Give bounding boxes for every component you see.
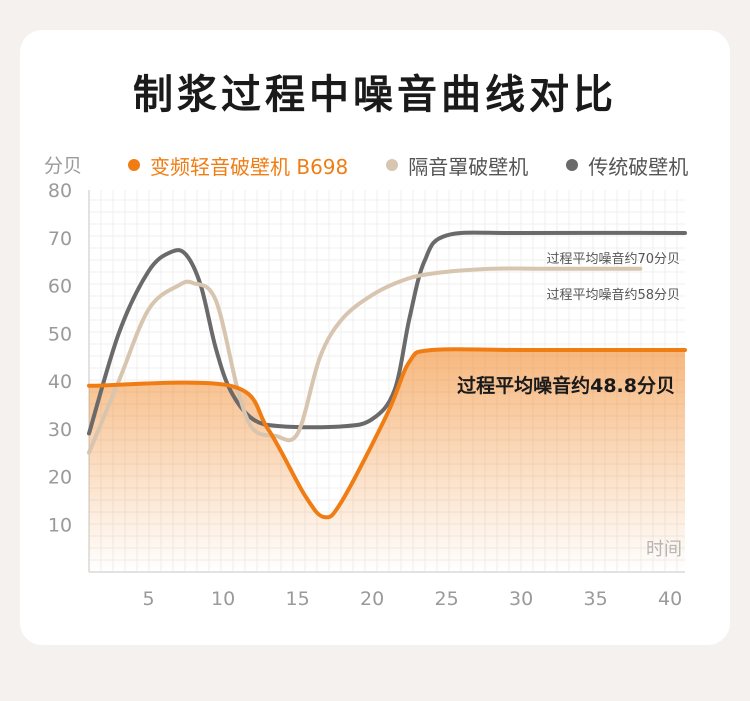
series-lines [87,230,687,520]
x-tick-label: 30 [509,588,533,610]
legend-dot-b698 [128,159,140,171]
traditional-annotation: 过程平均噪音约70分贝 [546,251,680,267]
hood-line [87,266,643,455]
y-axis-label: 分贝 [44,155,82,177]
x-tick-label: 25 [435,588,459,610]
hood-annotation: 过程平均噪音约58分贝 [546,287,680,303]
legend-dot-hood [386,159,399,171]
legend: 变频轻音破壁机 B698 隔音罩破壁机 传统破壁机 [128,150,720,180]
y-tick-label: 50 [48,323,72,345]
legend-label-hood: 隔音罩破壁机 [408,154,529,179]
x-tick-label: 5 [143,588,155,610]
legend-dot-traditional [566,159,579,171]
legend-item-traditional: 传统破壁机 [566,151,688,180]
y-tick-label: 60 [48,276,72,298]
y-tick-label: 10 [48,514,72,536]
x-tick-label: 40 [658,588,682,610]
y-tick-label: 30 [48,419,72,441]
legend-item-hood: 隔音罩破壁机 [386,151,528,180]
y-tick-label: 70 [48,228,72,250]
legend-item-b698: 变频轻音破壁机 B698 [128,151,348,180]
x-tick-label: 20 [360,588,384,610]
y-tick-label: 20 [48,467,72,489]
chart-title: 制浆过程中噪音曲线对比 [133,72,617,118]
x-axis-label: 时间 [646,539,682,560]
b698-line [87,347,687,520]
y-tick-label: 40 [48,371,72,393]
legend-label-traditional: 传统破壁机 [588,154,689,179]
traditional-line [87,230,687,436]
x-tick-label: 10 [211,588,235,610]
b698-annotation: 过程平均噪音约48.8分贝 [457,374,675,397]
legend-label-b698: 变频轻音破壁机 B698 [150,154,349,179]
y-tick-label: 80 [48,180,72,202]
x-tick-label: 35 [584,588,608,610]
x-tick-label: 15 [286,588,310,610]
